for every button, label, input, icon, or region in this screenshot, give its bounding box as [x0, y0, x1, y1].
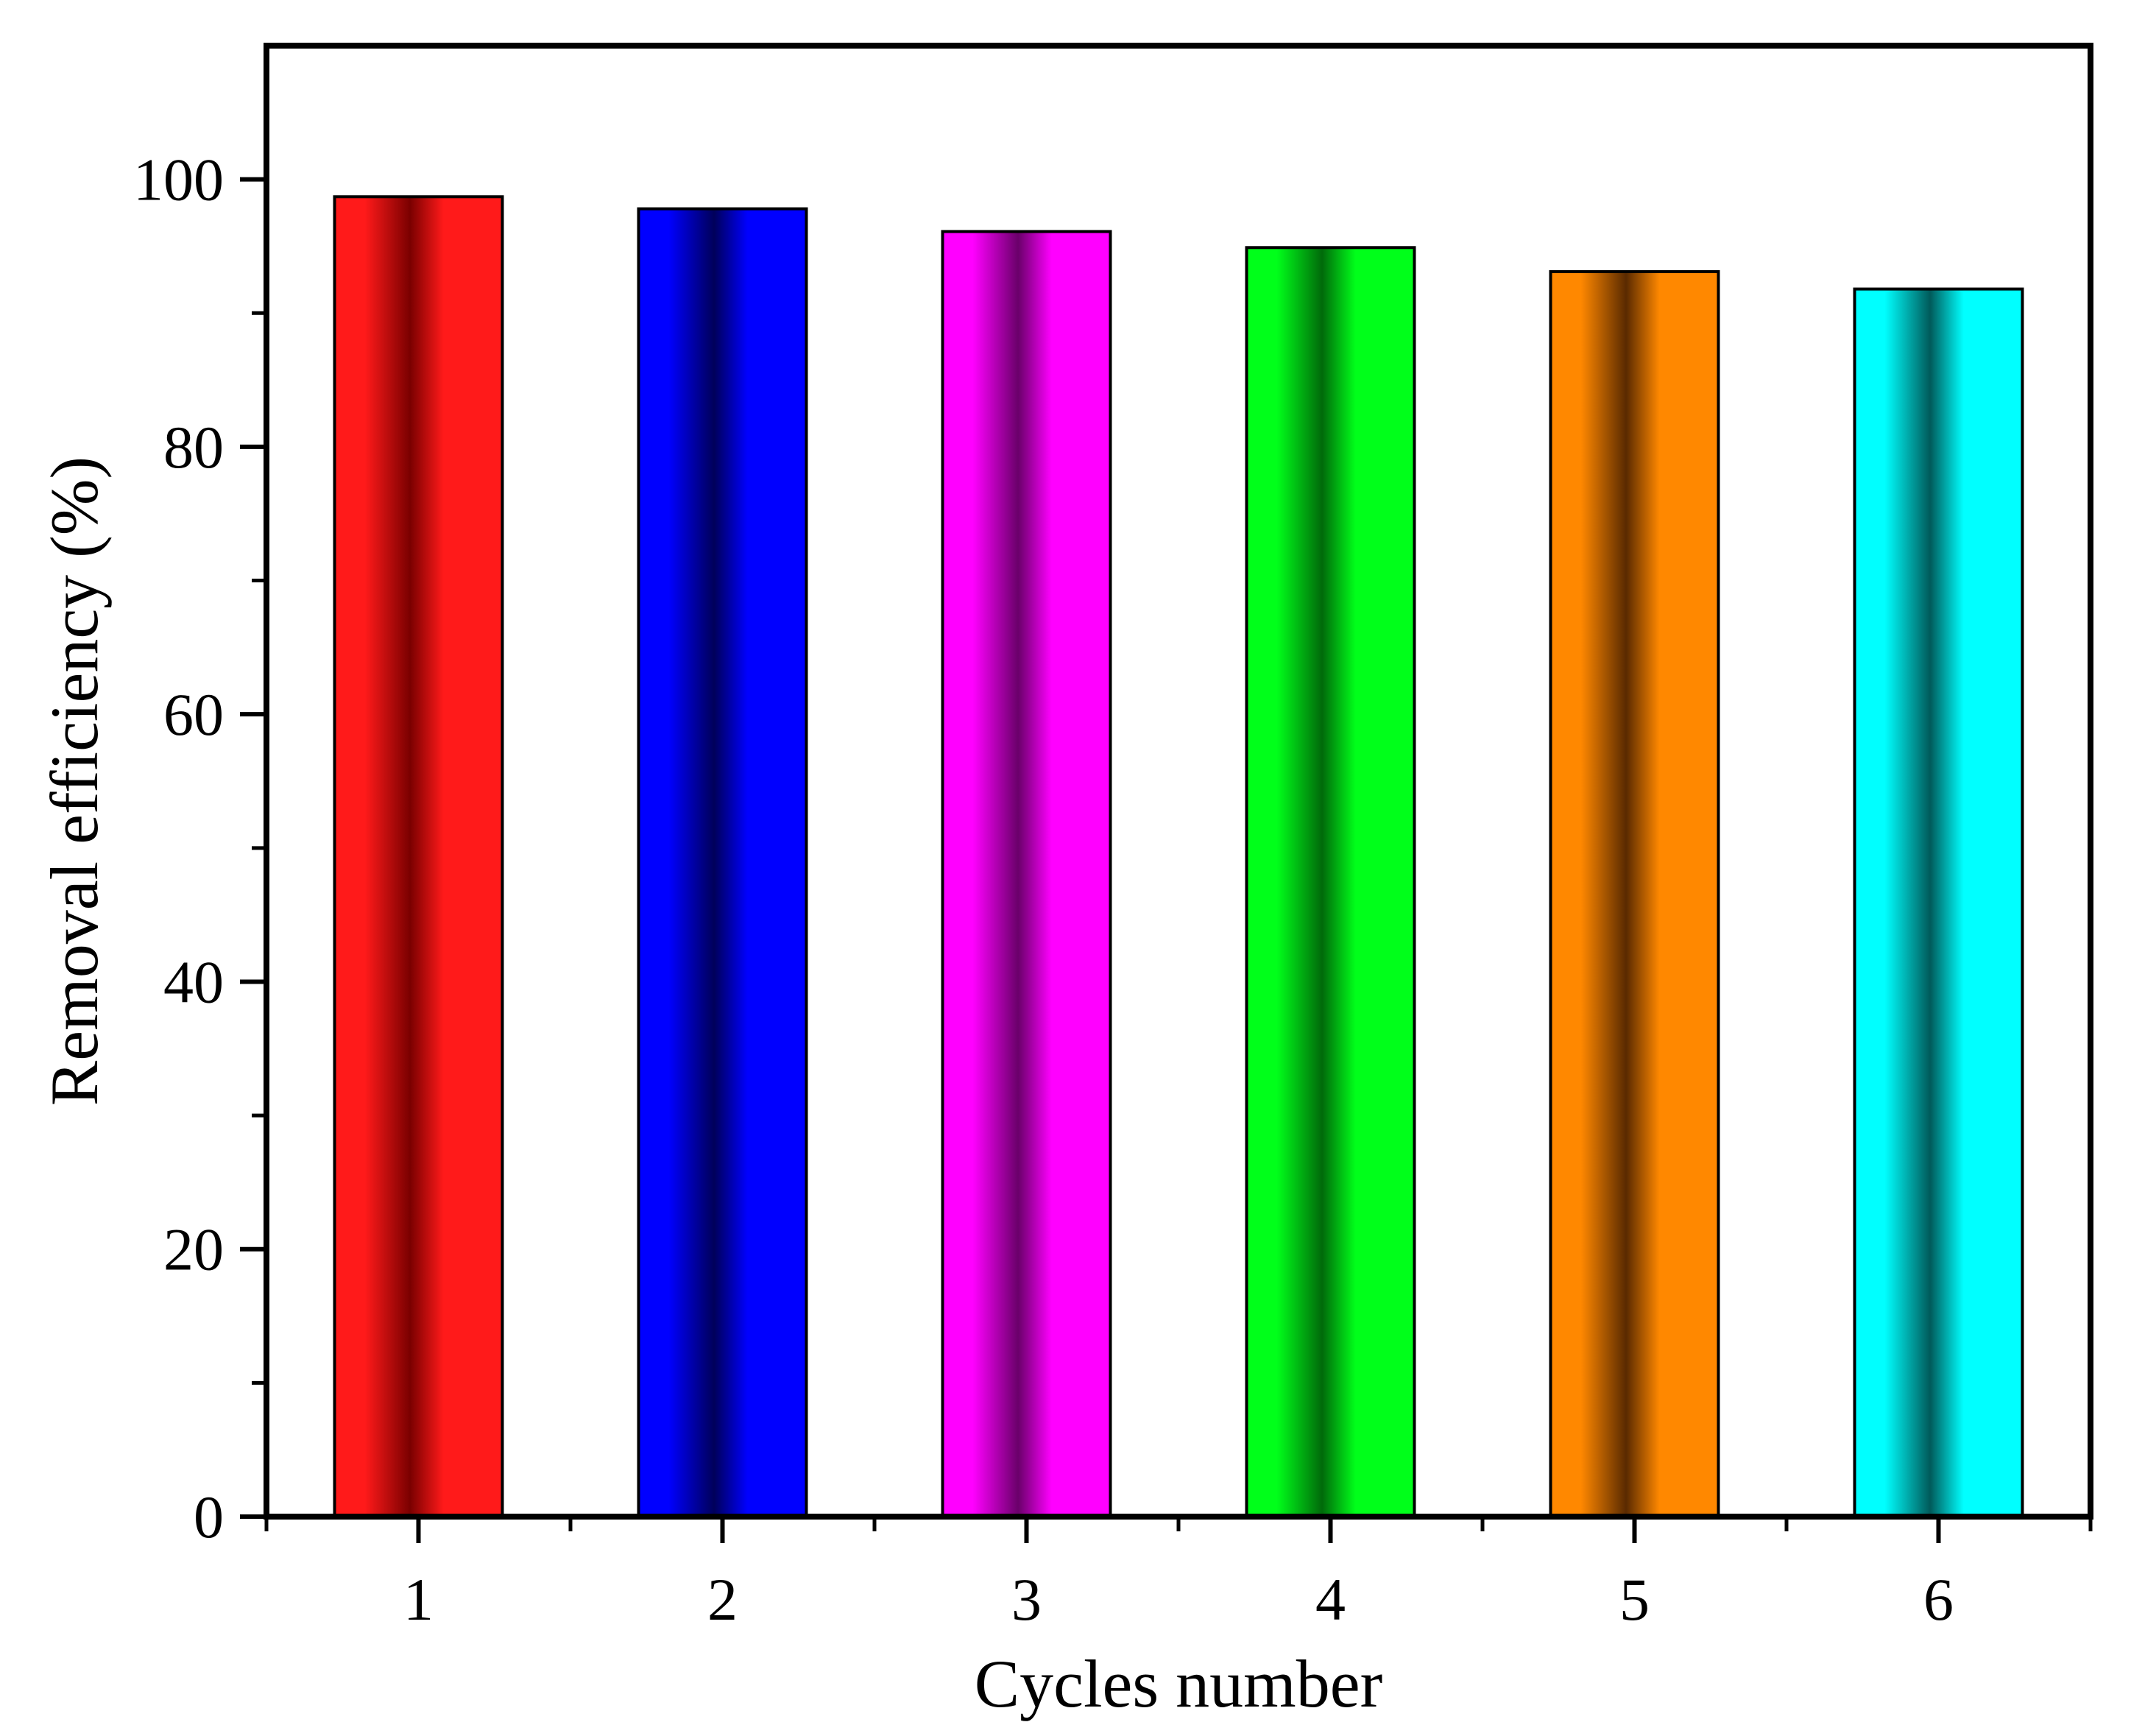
- y-tick-label: 40: [163, 948, 224, 1015]
- x-axis-title: Cycles number: [975, 1646, 1382, 1721]
- x-tick-label: 5: [1619, 1566, 1650, 1633]
- y-tick-label: 80: [163, 414, 224, 481]
- y-tick-label: 20: [163, 1216, 224, 1283]
- y-axis-title: Removal efficiency (%): [37, 456, 112, 1106]
- x-tick-label: 1: [403, 1566, 434, 1633]
- x-tick-label: 4: [1315, 1566, 1346, 1633]
- x-tick-label: 3: [1011, 1566, 1042, 1633]
- bar-cycle-6: [1853, 287, 2024, 1519]
- x-tick-label: 2: [707, 1566, 738, 1633]
- bar-cycle-5: [1549, 269, 1720, 1518]
- plot-frame: [264, 43, 2093, 1520]
- bar-cycle-1: [333, 195, 504, 1518]
- bars-layer: [333, 195, 2024, 1519]
- x-tick-label: 6: [1923, 1566, 1954, 1633]
- y-tick-label: 0: [194, 1483, 224, 1550]
- bar-cycle-3: [941, 230, 1112, 1519]
- bar-cycle-2: [637, 207, 808, 1519]
- y-tick-label: 100: [133, 147, 224, 214]
- y-tick-label: 60: [163, 681, 224, 748]
- bar-cycle-4: [1245, 246, 1416, 1519]
- ticks-layer: 0 20 40 60 80 100 1 2 3 4 5 6: [133, 147, 2093, 1633]
